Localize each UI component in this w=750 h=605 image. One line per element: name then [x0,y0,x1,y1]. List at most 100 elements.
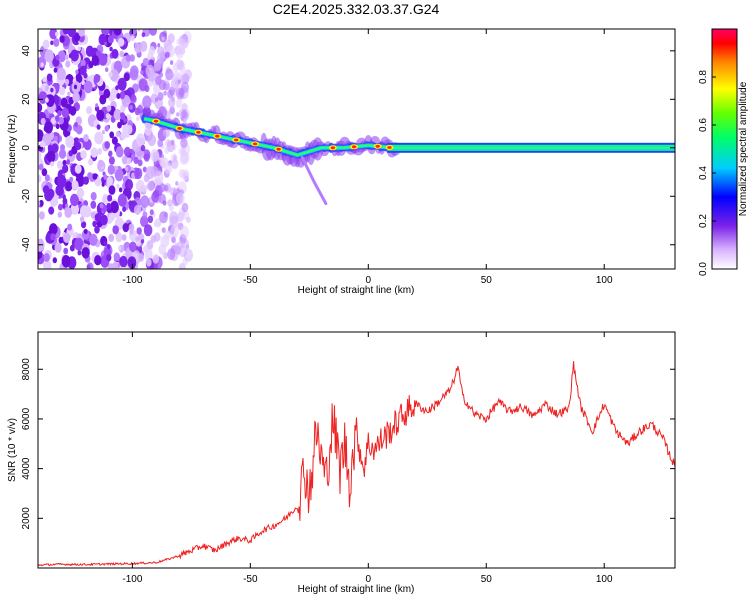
snr-y-tick-label: 2000 [21,507,32,530]
snr-y-label: SNR (10 * v/v) [7,418,18,482]
noise-speckle [60,144,65,152]
noise-speckle [166,140,172,148]
noise-speckle [103,88,111,99]
heatmap-x-axis: -100 -50 0 50 100 [122,29,613,286]
noise-speckle [86,106,93,115]
noise-speckle [42,39,50,50]
noise-speckle [51,143,59,154]
noise-speckle [67,223,73,231]
noise-speckle [100,214,108,226]
noise-speckle [163,90,167,96]
noise-speckle [108,185,116,195]
noise-speckle [125,54,131,62]
noise-speckle [157,53,165,64]
noise-speckle [169,60,174,65]
signal-hotspot-core [252,142,258,146]
noise-speckle [159,183,166,193]
noise-speckle [38,102,43,113]
noise-speckle [98,53,108,66]
snr-x-label: Height of straight line (km) [298,584,415,595]
noise-speckle [79,205,89,218]
noise-speckle [104,41,108,46]
noise-speckle [138,78,148,92]
noise-speckle [132,29,137,35]
noise-speckle [58,116,64,125]
noise-speckle [88,61,94,69]
noise-speckle [135,179,145,193]
noise-speckle [169,106,175,115]
noise-speckle [74,121,78,128]
noise-speckle [152,253,160,264]
noise-speckle [50,161,54,167]
colorbar-tick-label: 0.0 [698,262,709,276]
signal-tail [300,155,328,206]
noise-speckle [155,75,162,86]
noise-speckle [69,106,77,116]
noise-speckle [38,211,45,220]
noise-speckle [74,164,82,174]
noise-speckle [107,164,115,175]
noise-speckle [38,238,45,252]
noise-speckle [81,221,87,229]
noise-speckle [164,230,172,240]
heatmap-x-tick-label: -100 [122,275,142,286]
noise-speckle [104,125,110,132]
colorbar-gradient [711,28,738,270]
noise-speckle [128,200,133,206]
noise-speckle [90,200,97,209]
noise-speckle [143,224,153,237]
noise-speckle [172,63,179,72]
noise-speckle [50,233,56,241]
noise-speckle [45,94,55,107]
noise-speckle [140,195,150,208]
noise-speckle [106,105,112,112]
noise-speckle [92,220,97,227]
noise-speckle [48,206,55,215]
noise-speckle [97,147,103,155]
noise-speckle [115,211,120,218]
noise-speckle [115,146,124,158]
noise-speckle [76,187,85,199]
noise-speckle [113,109,122,121]
noise-speckle [62,197,68,205]
noise-speckle [62,232,71,243]
noise-speckle [122,206,127,212]
noise-speckle [53,38,60,47]
noise-speckle [108,150,113,157]
noise-speckle [73,84,78,90]
noise-speckle [65,60,71,68]
noise-speckle [111,136,118,145]
noise-speckle [134,42,139,49]
heatmap-x-tick-label: 50 [481,275,493,286]
snr-frame [37,331,676,569]
noise-speckle [57,50,66,63]
snr-x-tick-label: 100 [596,574,613,585]
noise-speckle [65,181,73,192]
noise-speckle [92,173,98,180]
noise-speckle [153,61,161,72]
noise-speckle [56,174,67,188]
noise-speckle [185,240,190,246]
noise-speckle [50,40,54,46]
noise-speckle [40,117,46,125]
noise-speckle [86,264,91,269]
heatmap-y-label: Frequency (Hz) [7,115,18,184]
snr-x-tick-label: 0 [366,574,372,585]
noise-speckle [43,125,49,132]
noise-speckle [167,199,173,207]
heatmap-x-tick-label: -50 [243,275,258,286]
noise-speckle [112,225,119,235]
noise-speckle [176,87,185,100]
noise-speckle [69,176,74,183]
noise-speckle [176,48,184,59]
noise-speckle [137,29,141,32]
noise-speckle [44,188,54,202]
noise-speckle [129,241,137,253]
noise-speckle [119,255,128,268]
noise-speckle [46,150,56,163]
noise-speckle [81,79,85,86]
noise-speckle [159,211,168,224]
noise-speckle [49,29,58,40]
noise-speckle [81,47,85,53]
snr-series-line [38,361,675,567]
